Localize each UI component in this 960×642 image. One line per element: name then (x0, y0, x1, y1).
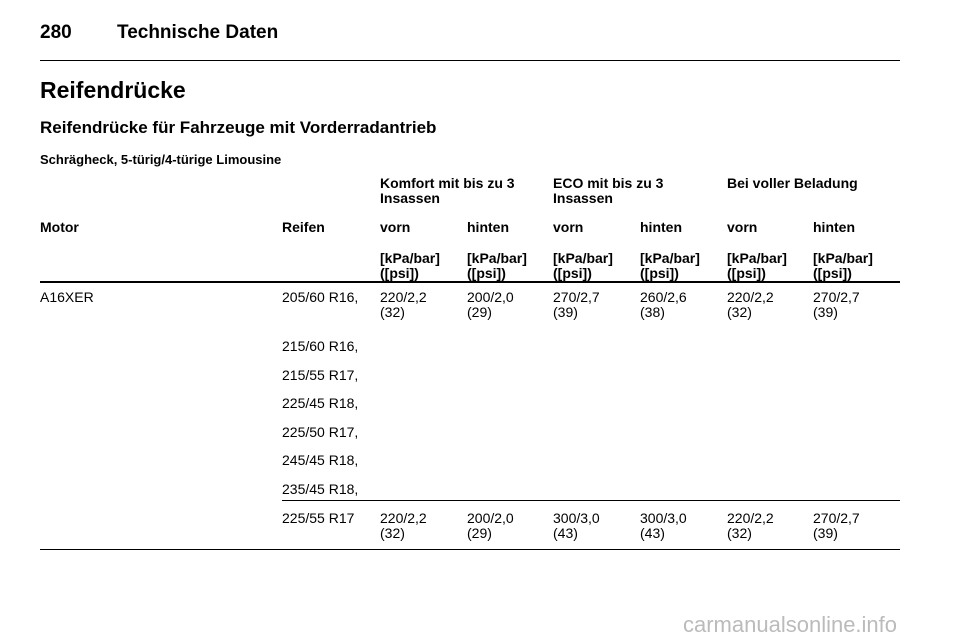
unit-header: [kPa/bar] ([psi]) (813, 250, 873, 281)
header-rule (40, 60, 900, 61)
column-header: hinten (813, 219, 855, 235)
section-title: Schrägheck, 5-türig/4-türige Limousine (40, 152, 282, 167)
group-header: ECO mit bis zu 3 Insassen (553, 175, 664, 206)
row-rule (282, 500, 900, 501)
heading: Reifendrücke (40, 77, 186, 103)
unit-header: [kPa/bar] ([psi]) (380, 250, 440, 281)
pressure-value: 270/2,7 (39) (813, 510, 860, 541)
group-header: Komfort mit bis zu 3 Insassen (380, 175, 515, 206)
watermark: carmanualsonline.info (683, 612, 898, 637)
pressure-value: 260/2,6 (38) (640, 289, 687, 320)
table-bottom-rule (40, 549, 900, 550)
subheading: Reifendrücke für Fahrzeuge mit Vorderrad… (40, 118, 437, 137)
table-header-rule (40, 281, 900, 283)
column-header: hinten (640, 219, 682, 235)
column-header: vorn (553, 219, 584, 235)
pressure-value: 220/2,2 (32) (380, 289, 427, 320)
column-header: Reifen (282, 219, 325, 235)
tyre-size: 225/45 R18, (282, 395, 359, 411)
unit-header: [kPa/bar] ([psi]) (553, 250, 613, 281)
column-header: vorn (380, 219, 411, 235)
column-header: vorn (727, 219, 758, 235)
page-number: 280 (40, 22, 72, 43)
unit-header: [kPa/bar] ([psi]) (640, 250, 700, 281)
tyre-size: 245/45 R18, (282, 452, 359, 468)
tyre-size: 215/60 R16, (282, 338, 359, 354)
page-title: Technische Daten (117, 22, 279, 43)
tyre-size: 235/45 R18, (282, 480, 359, 497)
column-header: Motor (40, 219, 79, 235)
unit-header: [kPa/bar] ([psi]) (727, 250, 787, 281)
tyre-size: 215/55 R17, (282, 366, 359, 383)
pressure-value: 200/2,0 (29) (467, 510, 514, 541)
pressure-value: 300/3,0 (43) (640, 510, 687, 541)
pressure-value: 220/2,2 (32) (727, 289, 774, 320)
tyre-size: 205/60 R16, (282, 289, 359, 305)
unit-header: [kPa/bar] ([psi]) (467, 250, 527, 281)
pressure-value: 220/2,2 (32) (380, 510, 427, 541)
column-header: hinten (467, 219, 509, 235)
tyre-size: 225/50 R17, (282, 423, 359, 440)
pressure-value: 270/2,7 (39) (553, 289, 600, 320)
pressure-value: 270/2,7 (39) (813, 289, 860, 320)
group-header: Bei voller Beladung (727, 175, 858, 191)
pressure-value: 220/2,2 (32) (727, 510, 774, 541)
motor: A16XER (40, 289, 94, 305)
pressure-value: 200/2,0 (29) (467, 289, 514, 320)
tyre-size: 225/55 R17 (282, 510, 355, 526)
pressure-value: 300/3,0 (43) (553, 510, 600, 541)
